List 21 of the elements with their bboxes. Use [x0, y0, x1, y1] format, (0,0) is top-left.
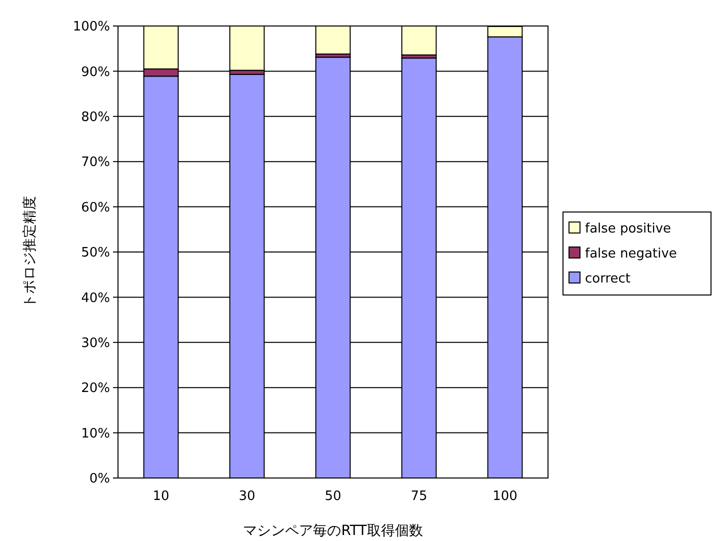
x-tick-label: 75 [410, 489, 428, 504]
x-tick-label: 100 [492, 489, 518, 504]
y-tick-label: 20% [81, 381, 110, 396]
y-tick-label: 100% [72, 20, 110, 35]
x-tick-label: 10 [152, 489, 170, 504]
y-tick-label: 30% [81, 336, 110, 351]
y-tick-label: 90% [81, 64, 110, 80]
y-tick-label: 60% [81, 200, 110, 216]
y-tick-label: 50% [81, 246, 110, 261]
x-tick-label: 50 [324, 489, 342, 504]
y-tick-label: 0% [89, 472, 110, 487]
y-tick-label: 40% [81, 290, 110, 306]
x-tick-label: 30 [238, 489, 256, 504]
y-tick-label: 10% [81, 426, 110, 442]
x-axis-title: マシンペア毎のRTT取得個数 [243, 523, 423, 539]
legend-label: correct [585, 272, 631, 287]
y-tick-label: 70% [81, 155, 110, 170]
y-tick-label: 80% [81, 110, 110, 125]
legend-label: false negative [585, 246, 677, 262]
legend-label: false positive [585, 222, 672, 237]
y-axis-title: トポロジ推定精度 [22, 196, 38, 308]
